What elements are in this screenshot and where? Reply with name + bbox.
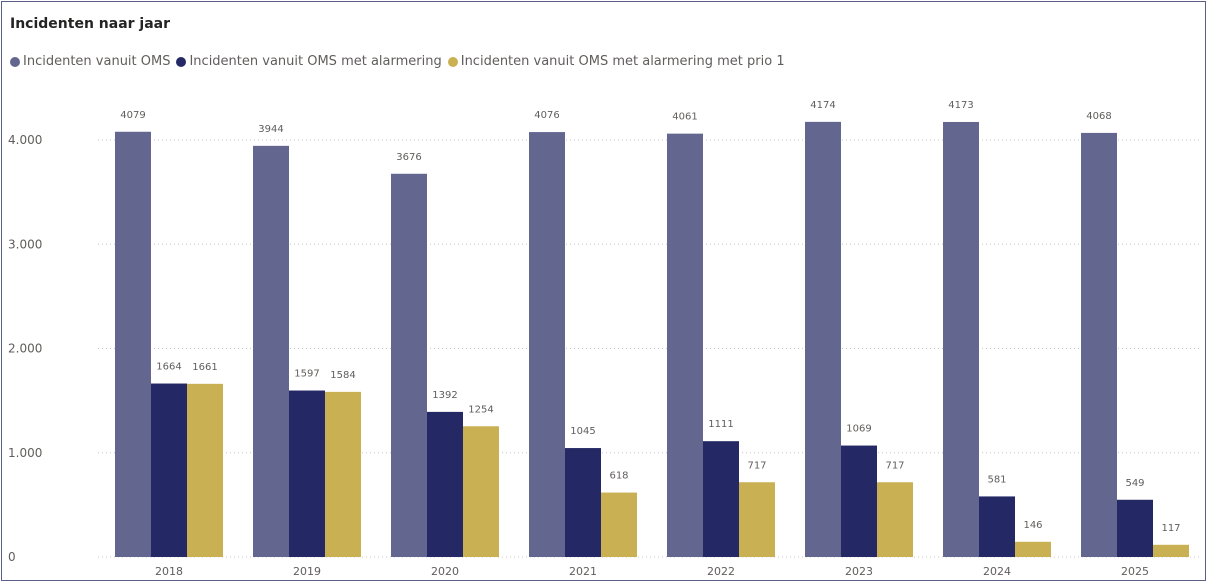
data-label: 117 — [1161, 523, 1180, 534]
x-tick-label: 2019 — [293, 565, 321, 578]
data-label: 4174 — [810, 100, 835, 111]
bar — [805, 121, 841, 557]
bar — [115, 131, 151, 557]
data-label: 1111 — [708, 419, 733, 430]
x-tick-label: 2023 — [845, 565, 873, 578]
data-label: 717 — [747, 460, 766, 471]
legend-label: Incidenten vanuit OMS met alarmering — [189, 54, 442, 69]
bar — [1015, 541, 1051, 557]
data-label: 618 — [609, 471, 628, 482]
data-label: 1254 — [468, 404, 493, 415]
legend-swatch — [176, 56, 187, 67]
legend-item-oms-alarmering[interactable]: Incidenten vanuit OMS met alarmering — [176, 54, 442, 69]
y-tick-label: 4.000 — [8, 133, 42, 147]
data-label: 3676 — [396, 152, 421, 163]
data-label: 1392 — [432, 390, 457, 401]
bar — [1081, 132, 1117, 557]
x-tick-label: 2020 — [431, 565, 459, 578]
bar — [877, 482, 913, 557]
chart-legend: Incidenten vanuit OMS Incidenten vanuit … — [10, 54, 791, 69]
bar — [667, 133, 703, 557]
y-tick-label: 2.000 — [8, 342, 42, 356]
bar — [1117, 499, 1153, 557]
legend-swatch — [10, 56, 20, 67]
bar — [739, 482, 775, 557]
data-label: 581 — [987, 474, 1006, 485]
bar — [325, 391, 361, 557]
bar — [289, 390, 325, 557]
data-label: 4068 — [1086, 111, 1111, 122]
data-label: 1597 — [294, 369, 319, 380]
x-tick-label: 2021 — [569, 565, 597, 578]
bar — [463, 426, 499, 557]
x-tick-label: 2025 — [1121, 565, 1149, 578]
y-tick-label: 1.000 — [8, 446, 42, 460]
data-label: 3944 — [258, 124, 283, 135]
bar — [187, 383, 223, 557]
data-label: 1045 — [570, 426, 595, 437]
chart-title: Incidenten naar jaar — [10, 16, 171, 32]
bar — [253, 145, 289, 557]
x-tick-label: 2018 — [155, 565, 183, 578]
data-label: 1584 — [330, 370, 355, 381]
bar — [1153, 544, 1189, 557]
data-label: 146 — [1023, 520, 1042, 531]
bar — [943, 121, 979, 557]
legend-item-oms[interactable]: Incidenten vanuit OMS — [10, 54, 170, 69]
data-label: 1661 — [192, 362, 217, 373]
data-label: 717 — [885, 460, 904, 471]
data-label: 1069 — [846, 424, 871, 435]
y-tick-label: 3.000 — [8, 237, 42, 251]
y-tick-label: 0 — [8, 550, 16, 564]
x-tick-label: 2022 — [707, 565, 735, 578]
bar — [391, 173, 427, 558]
data-label: 549 — [1125, 478, 1144, 489]
bar — [841, 445, 877, 557]
x-tick-label: 2024 — [983, 565, 1011, 578]
legend-label: Incidenten vanuit OMS met alarmering met… — [460, 54, 785, 69]
legend-label: Incidenten vanuit OMS — [23, 54, 171, 69]
data-label: 4079 — [120, 110, 145, 121]
bar — [151, 383, 187, 557]
bar — [427, 411, 463, 557]
data-label: 4076 — [534, 110, 559, 121]
bar — [565, 448, 601, 557]
legend-item-oms-alarmering-prio1[interactable]: Incidenten vanuit OMS met alarmering met… — [447, 54, 785, 69]
data-label: 4173 — [948, 100, 973, 111]
bar — [529, 132, 565, 557]
bar — [979, 496, 1015, 557]
bar — [703, 441, 739, 557]
data-label: 4061 — [672, 112, 697, 123]
bar — [601, 492, 637, 557]
data-label: 1664 — [156, 362, 181, 373]
legend-swatch — [447, 56, 458, 67]
